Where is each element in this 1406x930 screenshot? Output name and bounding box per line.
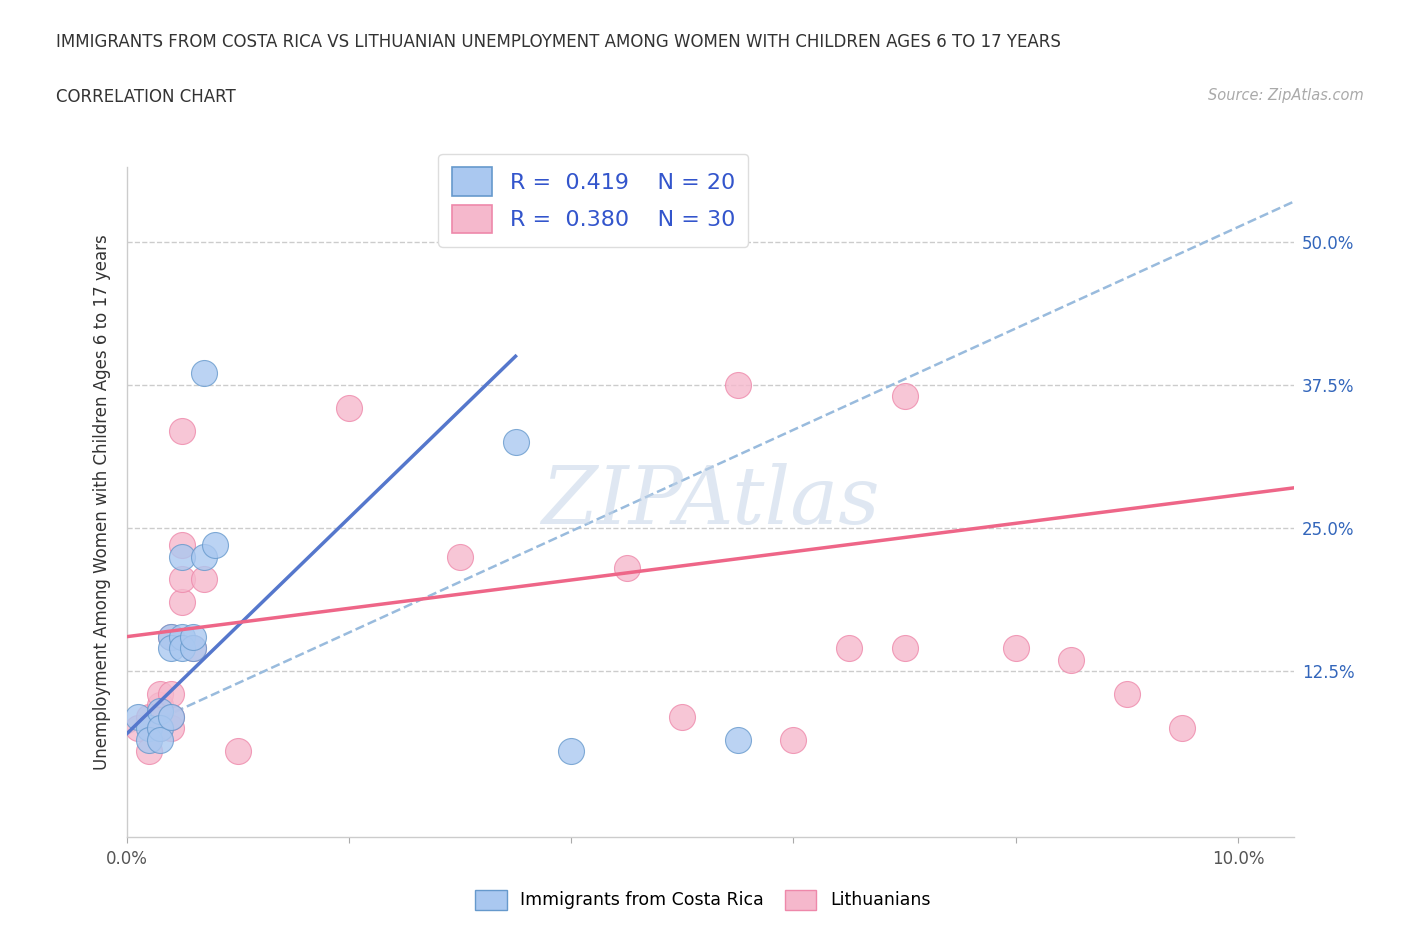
Text: Source: ZipAtlas.com: Source: ZipAtlas.com [1208,88,1364,103]
Point [172,423,194,438]
Point [160,630,183,644]
Point [149,698,172,712]
Point [1060,652,1083,667]
Point [337,400,360,415]
Point [149,721,172,736]
Point [181,641,204,656]
Point [127,710,149,724]
Text: ZIPAtlas: ZIPAtlas [541,463,879,541]
Point [172,572,194,587]
Point [505,434,527,449]
Point [127,721,149,736]
Point [838,641,860,656]
Point [560,744,582,759]
Point [172,549,194,564]
Point [893,641,915,656]
Point [1115,686,1137,701]
Point [149,721,172,736]
Point [138,732,160,747]
Point [616,561,638,576]
Point [193,366,215,381]
Point [149,686,172,701]
Point [449,549,471,564]
Point [160,710,183,724]
Point [149,732,172,747]
Point [138,744,160,759]
Point [727,378,749,392]
Point [727,732,749,747]
Point [671,710,693,724]
Point [172,630,194,644]
Point [181,641,204,656]
Legend: Immigrants from Costa Rica, Lithuanians: Immigrants from Costa Rica, Lithuanians [468,883,938,917]
Point [138,710,160,724]
Point [893,389,915,404]
Y-axis label: Unemployment Among Women with Children Ages 6 to 17 years: Unemployment Among Women with Children A… [93,234,111,770]
Point [226,744,249,759]
Point [193,572,215,587]
Point [204,538,226,552]
Point [181,630,204,644]
Point [160,686,183,701]
Point [172,641,194,656]
Point [193,549,215,564]
Point [160,641,183,656]
Point [782,732,804,747]
Point [160,721,183,736]
Point [149,704,172,719]
Text: IMMIGRANTS FROM COSTA RICA VS LITHUANIAN UNEMPLOYMENT AMONG WOMEN WITH CHILDREN : IMMIGRANTS FROM COSTA RICA VS LITHUANIAN… [56,33,1062,50]
Text: CORRELATION CHART: CORRELATION CHART [56,88,236,106]
Point [172,595,194,610]
Point [172,538,194,552]
Point [1004,641,1026,656]
Point [138,721,160,736]
Legend: R =  0.419    N = 20, R =  0.380    N = 30: R = 0.419 N = 20, R = 0.380 N = 30 [439,154,748,246]
Point [160,630,183,644]
Point [1171,721,1194,736]
Point [160,710,183,724]
